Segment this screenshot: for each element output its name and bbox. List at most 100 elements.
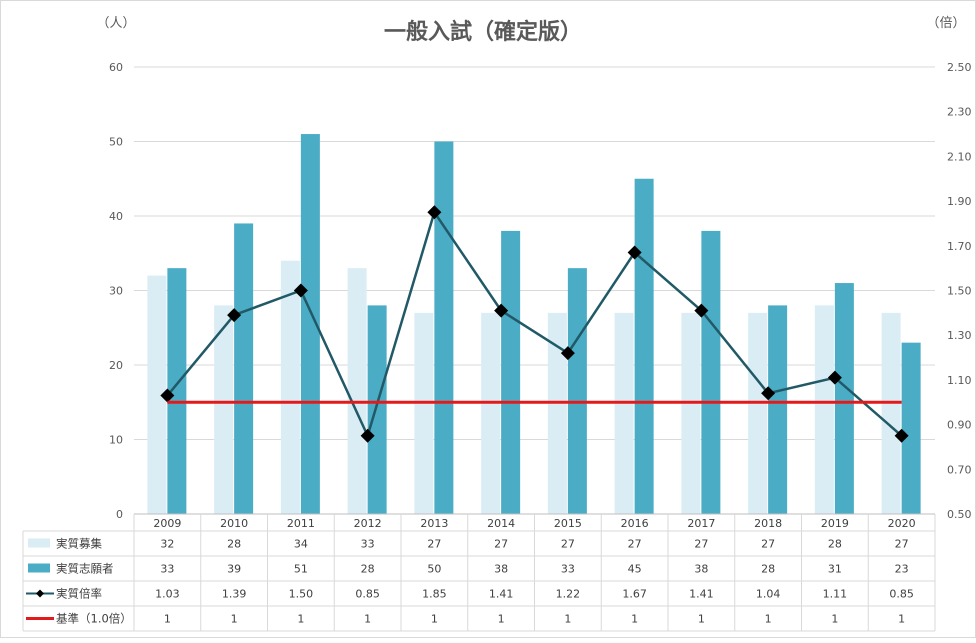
left-tick-label: 10 [109, 434, 123, 447]
bar-recruit [881, 312, 901, 514]
bar-recruit [214, 305, 234, 514]
bar-applicant [434, 141, 454, 514]
table-cell: 1 [231, 613, 238, 626]
left-axis-unit: （人） [96, 16, 135, 31]
left-tick-label: 30 [109, 285, 123, 298]
table-cell: 1.03 [155, 588, 180, 601]
table-cell: 27 [494, 538, 508, 551]
table-cell: 1 [765, 613, 772, 626]
bar-applicant [634, 178, 654, 514]
data-table: 2009 2010 2011 2012 2013 2014 2015 2016 2017 2018… [22, 513, 936, 632]
table-cell: 32 [160, 538, 174, 551]
table-cell: 1 [564, 613, 571, 626]
table-cell: 1.39 [222, 588, 247, 601]
ratio-marker [627, 245, 642, 260]
table-cell: 33 [160, 563, 174, 576]
table-cell: 1 [297, 613, 304, 626]
bar-applicant [167, 268, 187, 514]
left-tick-label: 60 [109, 61, 123, 74]
category-label: 2014 [487, 517, 515, 530]
legend-key [28, 538, 50, 548]
bar-applicant [701, 230, 721, 514]
bar-recruit [481, 312, 501, 514]
table-cell: 1 [698, 613, 705, 626]
right-axis: 0.50 0.70 0.90 1.10 1.30 1.50 1.70 1.90 2.10 2.30… [947, 61, 972, 521]
table-cell: 1.41 [689, 588, 714, 601]
bar-applicant [567, 268, 587, 514]
table-cell: 39 [227, 563, 241, 576]
right-tick-label: 2.10 [947, 150, 972, 163]
category-label: 2013 [420, 517, 448, 530]
legend-key-marker [36, 589, 44, 598]
table-cell: 1 [431, 613, 438, 626]
bar-applicant [768, 305, 788, 514]
table-cell: 31 [828, 563, 842, 576]
ratio-marker [227, 308, 242, 323]
bar-recruit [614, 312, 634, 514]
bar-recruit [147, 275, 167, 514]
ratio-marker [160, 388, 175, 403]
left-tick-label: 0 [116, 508, 123, 521]
left-axis: 0 10 20 30 40 50 60 [109, 61, 123, 521]
table-cell: 27 [761, 538, 775, 551]
table-cell: 28 [828, 538, 842, 551]
bar-applicant [901, 342, 921, 514]
table-cell: 1.50 [289, 588, 314, 601]
table-cell: 50 [427, 563, 441, 576]
gridlines [134, 66, 935, 440]
bar-recruit [681, 312, 701, 514]
category-label: 2012 [354, 517, 382, 530]
bar-applicant [234, 223, 254, 514]
table-cell: 1 [498, 613, 505, 626]
right-tick-label: 1.30 [947, 329, 972, 342]
ratio-marker [427, 205, 442, 220]
right-tick-label: 0.50 [947, 508, 972, 521]
right-tick-label: 1.70 [947, 240, 972, 253]
bar-recruit [547, 312, 567, 514]
category-label: 2010 [220, 517, 248, 530]
series-name: 実質志願者 [56, 562, 114, 576]
bar-recruit [414, 312, 434, 514]
series-name: 基準（1.0倍） [56, 612, 132, 626]
ratio-marker [694, 303, 709, 318]
table-cell: 33 [361, 538, 375, 551]
legend-key [28, 563, 50, 573]
table-cell: 33 [561, 563, 575, 576]
ratio-line [166, 211, 903, 438]
table-cell: 27 [694, 538, 708, 551]
table-cell: 1 [898, 613, 905, 626]
left-tick-label: 50 [109, 136, 123, 149]
right-tick-label: 2.30 [947, 106, 972, 119]
table-cell: 1 [364, 613, 371, 626]
table-cell: 27 [895, 538, 909, 551]
table-cell: 38 [494, 563, 508, 576]
chart-title: 一般入試（確定版） [384, 19, 582, 45]
bar-recruit [280, 260, 300, 514]
category-label: 2019 [821, 517, 849, 530]
left-tick-label: 20 [109, 359, 123, 372]
bar-recruit [814, 305, 834, 514]
bar-applicant [834, 283, 854, 514]
bar-series [147, 134, 921, 515]
table-cell: 27 [561, 538, 575, 551]
table-cell: 1.11 [823, 588, 848, 601]
series-name: 実質募集 [56, 537, 102, 551]
table-cell: 23 [895, 563, 909, 576]
bar-applicant [367, 305, 387, 514]
category-label: 2016 [621, 517, 649, 530]
table-cell: 1.22 [556, 588, 581, 601]
right-tick-label: 0.90 [947, 419, 972, 432]
bar-applicant [300, 134, 320, 515]
ratio-marker [494, 303, 509, 318]
table-cell: 28 [361, 563, 375, 576]
table-cell: 1.41 [489, 588, 514, 601]
table-cell: 45 [628, 563, 642, 576]
category-label: 2017 [687, 517, 715, 530]
ratio-marker [761, 386, 776, 401]
table-cell: 1.04 [756, 588, 781, 601]
table-cell: 1.85 [422, 588, 447, 601]
right-axis-unit: （倍） [926, 16, 965, 31]
table-cell: 1 [164, 613, 171, 626]
category-label: 2011 [287, 517, 315, 530]
